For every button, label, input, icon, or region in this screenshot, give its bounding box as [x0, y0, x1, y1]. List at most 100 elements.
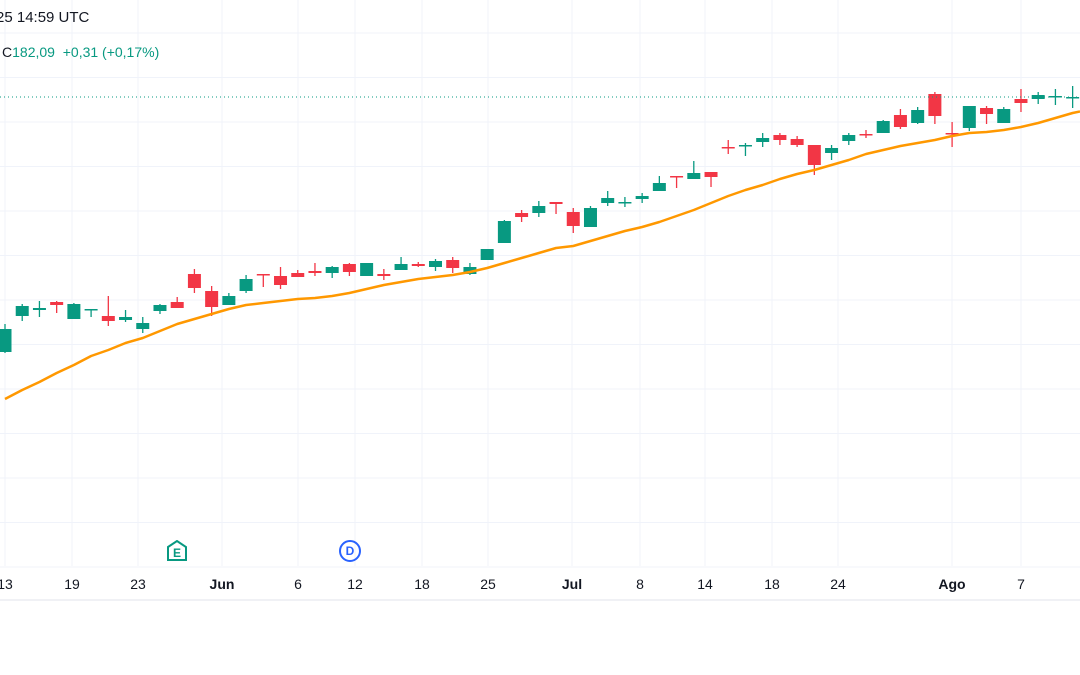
candle-body	[790, 139, 804, 145]
candle-body	[618, 202, 632, 204]
candle-body	[480, 249, 494, 260]
moving-average-line	[4, 110, 1080, 401]
candle-up	[756, 133, 770, 147]
time-axis-label: 12	[347, 576, 363, 592]
candle-body	[170, 302, 184, 308]
candle-body	[825, 148, 839, 153]
time-axis-label: 25	[480, 576, 496, 592]
candle-body	[532, 206, 546, 213]
candle-down	[101, 296, 115, 326]
candle-body	[342, 264, 356, 272]
candle-up	[738, 143, 752, 156]
candle-down	[980, 106, 994, 124]
candle-down	[377, 269, 391, 280]
candle-body	[325, 267, 339, 273]
candle-body	[652, 183, 666, 191]
candle-up	[1048, 89, 1062, 105]
candle-body	[997, 109, 1011, 123]
candle-body	[1066, 97, 1080, 99]
candle-up	[32, 301, 46, 317]
candle-up	[325, 266, 339, 278]
dividend-marker[interactable]: D	[339, 540, 361, 562]
bar-time: 25 14:59 UTC	[0, 9, 90, 26]
candle-down	[205, 286, 219, 316]
candle-down	[928, 92, 942, 124]
candle-up	[497, 220, 511, 243]
candle-down	[308, 263, 322, 276]
candle-body	[807, 145, 821, 165]
candle-body	[738, 145, 752, 147]
candle-down	[549, 202, 563, 214]
candle-body	[515, 213, 529, 217]
time-axis-label: 7	[1017, 576, 1025, 592]
grid	[0, 0, 1080, 568]
candle-body	[205, 291, 219, 307]
candle-body	[446, 260, 460, 268]
candle-down	[446, 257, 460, 273]
candle-body	[635, 196, 649, 199]
candle-body	[566, 212, 580, 226]
close-value: 182,09	[12, 44, 55, 60]
candles	[0, 86, 1080, 353]
candle-body	[101, 316, 115, 321]
candle-body	[945, 133, 959, 135]
candle-up	[136, 317, 150, 333]
candle-up	[842, 133, 856, 145]
candle-body	[84, 309, 98, 311]
candle-body	[859, 134, 873, 136]
candle-body	[463, 267, 477, 274]
time-axis-label: 14	[697, 576, 713, 592]
candle-body	[239, 279, 253, 291]
candle-down	[566, 208, 580, 233]
candle-body	[256, 274, 270, 276]
close-label: C	[2, 44, 13, 60]
time-axis-label: 18	[414, 576, 430, 592]
time-axis-label: 13	[0, 576, 13, 592]
candle-body	[15, 306, 29, 316]
candle-body	[980, 108, 994, 114]
candle-body	[291, 273, 305, 277]
time-axis-label: Jul	[561, 576, 583, 592]
earnings-marker[interactable]: E	[166, 540, 188, 562]
candle-down	[170, 297, 184, 308]
candle-body	[601, 198, 615, 203]
candle-up	[652, 176, 666, 191]
candle-body	[32, 308, 46, 310]
candle-body	[497, 221, 511, 243]
candle-body	[136, 323, 150, 329]
candle-body	[360, 263, 374, 276]
candle-down	[945, 122, 959, 147]
candle-up	[222, 293, 236, 305]
candle-up	[825, 145, 839, 160]
candle-body	[876, 121, 890, 133]
time-axis-label: 24	[830, 576, 846, 592]
candle-body	[704, 172, 718, 177]
candle-down	[721, 140, 735, 154]
time-axis-label: 8	[636, 576, 644, 592]
time-axis-label: 23	[130, 576, 146, 592]
candle-up	[583, 206, 597, 227]
candle-up	[532, 201, 546, 217]
candle-body	[50, 302, 64, 305]
candle-down	[893, 109, 907, 129]
candle-up	[997, 107, 1011, 123]
candle-body	[687, 173, 701, 179]
candle-up	[84, 309, 98, 317]
candle-body	[187, 274, 201, 288]
candle-up	[360, 263, 374, 276]
candle-up	[911, 107, 925, 124]
candle-body	[670, 176, 684, 178]
candle-body	[394, 264, 408, 270]
candle-up	[15, 304, 29, 321]
candle-down	[1014, 89, 1028, 112]
candle-body	[1048, 96, 1062, 98]
candle-body	[274, 276, 288, 285]
candle-down	[342, 263, 356, 276]
candle-down	[859, 130, 873, 138]
candle-up	[0, 324, 12, 353]
candle-up	[962, 106, 976, 131]
candle-down	[790, 136, 804, 147]
candle-body	[911, 110, 925, 123]
candle-up	[394, 257, 408, 270]
